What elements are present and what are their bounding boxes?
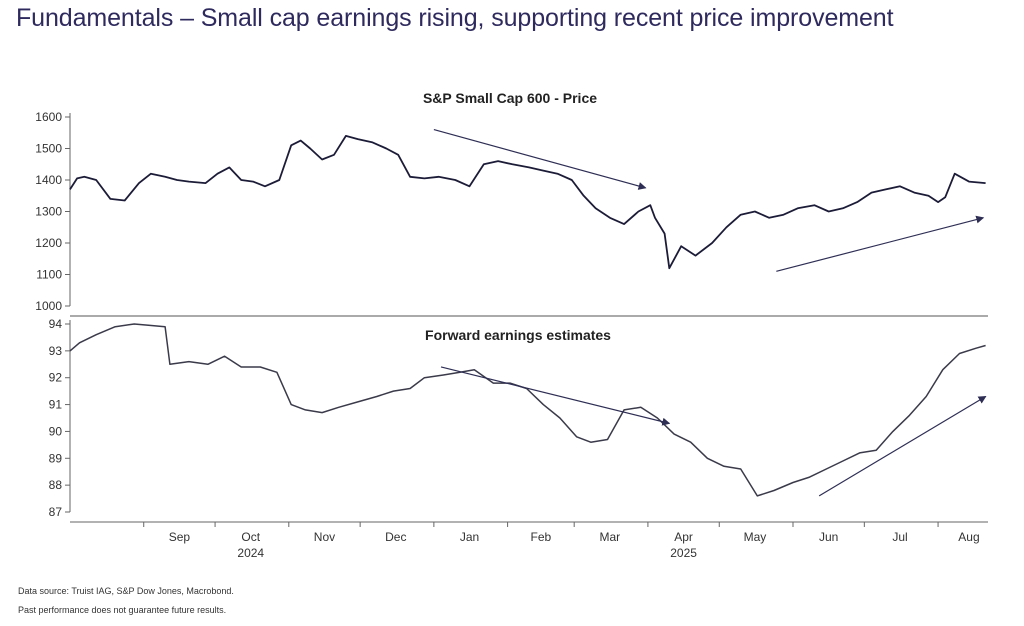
earnings-ytick-label: 93 bbox=[49, 344, 63, 358]
earnings-ytick-label: 91 bbox=[49, 398, 63, 412]
x-tick-label: Mar bbox=[600, 530, 621, 544]
price-series-line bbox=[69, 134, 986, 270]
price-chart: S&P Small Cap 600 - Price bbox=[69, 90, 986, 272]
x-year-label: 2025 bbox=[670, 546, 697, 560]
earnings-chart-title: Forward earnings estimates bbox=[425, 327, 611, 343]
x-tick-label: Jan bbox=[460, 530, 479, 544]
x-tick-label: Jul bbox=[892, 530, 907, 544]
earnings-trend-arrow-down bbox=[440, 366, 671, 426]
footnote-disclaimer: Past performance does not guarantee futu… bbox=[18, 605, 227, 615]
earnings-ytick-label: 92 bbox=[49, 371, 63, 385]
page-title: Fundamentals – Small cap earnings rising… bbox=[16, 4, 894, 32]
price-ytick-label: 1400 bbox=[35, 173, 62, 187]
price-trend-arrow-up bbox=[776, 215, 985, 272]
price-ytick-label: 1500 bbox=[35, 142, 62, 156]
x-tick-label: Feb bbox=[531, 530, 552, 544]
x-tick-label: Oct bbox=[241, 530, 260, 544]
x-tick-label: May bbox=[744, 530, 767, 544]
earnings-chart: Forward earnings estimates bbox=[69, 323, 987, 497]
earnings-ytick-label: 87 bbox=[49, 505, 63, 519]
earnings-ytick-label: 90 bbox=[49, 424, 63, 438]
earnings-ytick-label: 94 bbox=[49, 317, 63, 331]
earnings-ytick-label: 88 bbox=[49, 478, 63, 492]
price-ytick-label: 1100 bbox=[36, 268, 62, 282]
price-ytick-label: 1200 bbox=[35, 236, 62, 250]
x-tick-label: Aug bbox=[958, 530, 979, 544]
x-year-label: 2024 bbox=[237, 546, 264, 560]
price-ytick-label: 1000 bbox=[35, 299, 62, 313]
earnings-trend-arrow-up bbox=[818, 395, 987, 497]
x-tick-label: Nov bbox=[314, 530, 335, 544]
earnings-series-line bbox=[69, 323, 986, 497]
x-tick-label: Sep bbox=[169, 530, 191, 544]
price-chart-title: S&P Small Cap 600 - Price bbox=[423, 90, 597, 106]
x-tick-label: Apr bbox=[674, 530, 693, 544]
x-tick-label: Jun bbox=[819, 530, 838, 544]
price-trend-arrow-down bbox=[433, 129, 647, 190]
price-ytick-label: 1600 bbox=[35, 110, 62, 124]
footnote-source: Data source: Truist IAG, S&P Dow Jones, … bbox=[18, 586, 234, 596]
axes-layer: 1000 1100 1200 1300 1400 1500 1600 87 88 89 90 91 92… bbox=[35, 110, 988, 560]
x-tick-label: Dec bbox=[385, 530, 406, 544]
earnings-ytick-label: 89 bbox=[49, 451, 63, 465]
price-ytick-label: 1300 bbox=[35, 205, 62, 219]
